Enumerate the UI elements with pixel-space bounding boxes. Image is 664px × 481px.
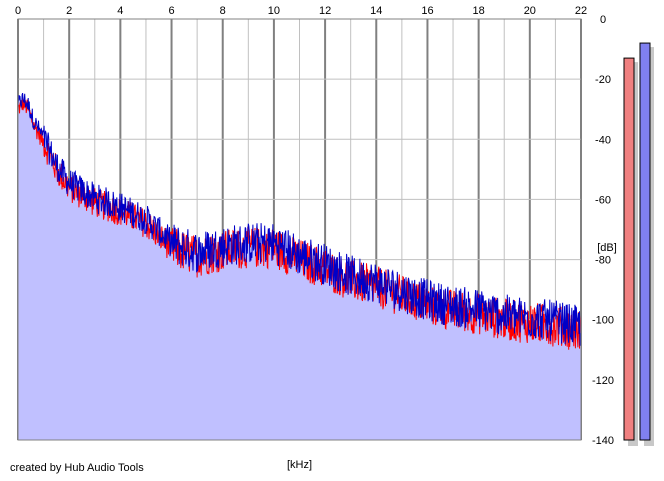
x-tick-label: 4 — [117, 5, 123, 17]
spectrum-line-right-channel — [17, 92, 582, 346]
x-tick-label: 2 — [66, 5, 72, 17]
peak-meter-r — [639, 42, 651, 441]
x-tick-label: 14 — [370, 5, 382, 17]
y-tick-label: -60 — [595, 194, 611, 206]
x-axis-label: [kHz] — [287, 459, 312, 471]
x-tick-label: 20 — [524, 5, 536, 17]
y-tick-label: -40 — [595, 134, 611, 146]
peak-level-meters — [623, 42, 654, 447]
y-tick-label: -120 — [592, 375, 614, 387]
x-tick-label: 6 — [168, 5, 174, 17]
y-tick-label: -100 — [592, 315, 614, 327]
x-tick-labels: 0 2 4 6 8 10 12 14 16 18 20 22 — [15, 5, 587, 17]
x-tick-label: 18 — [473, 5, 485, 17]
x-tick-label: 8 — [220, 5, 226, 17]
x-tick-label: 0 — [15, 5, 21, 17]
x-tick-label: 10 — [268, 5, 280, 17]
y-tick-label: -20 — [595, 74, 611, 86]
x-tick-label: 12 — [319, 5, 331, 17]
x-tick-label: 16 — [421, 5, 433, 17]
y-tick-label: -140 — [592, 435, 614, 447]
y-tick-labels: 0 -20 -40 -60 -80 -100 -120 -140 — [592, 14, 614, 447]
x-tick-label: 22 — [575, 5, 587, 17]
peak-meter-l — [623, 57, 635, 441]
plot-frame — [17, 18, 582, 441]
y-tick-label: -80 — [595, 255, 611, 267]
y-axis-label: [dB] — [597, 242, 617, 254]
y-tick-label: 0 — [600, 14, 606, 26]
credit-text: created by Hub Audio Tools — [10, 462, 144, 474]
